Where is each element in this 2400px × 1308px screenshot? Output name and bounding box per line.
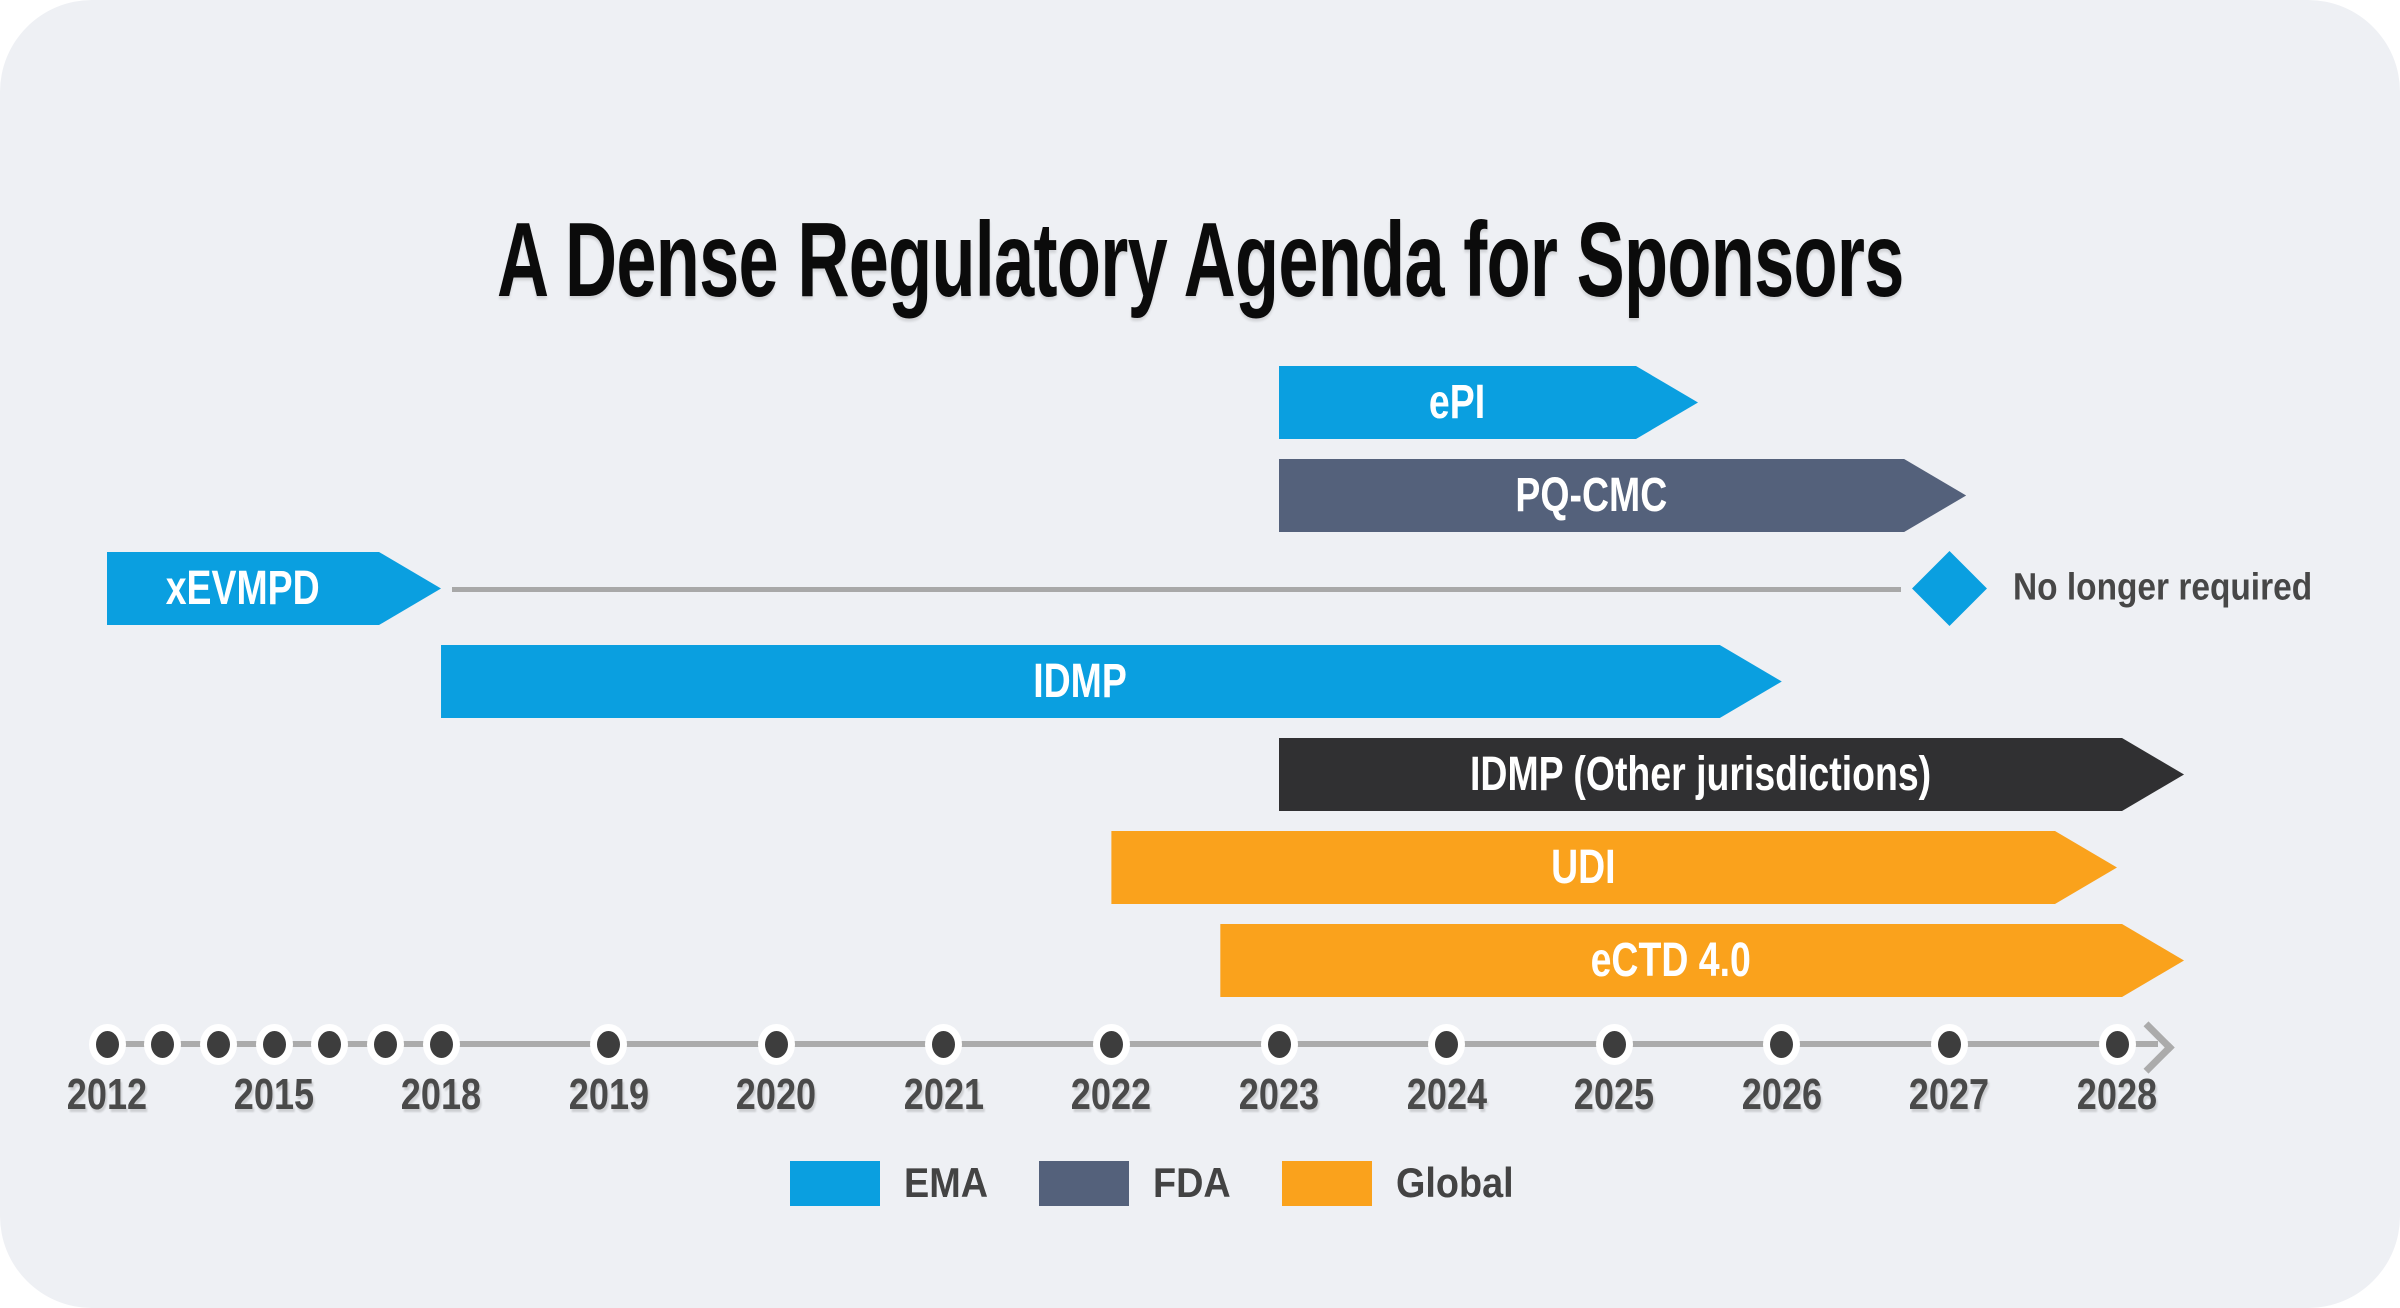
axis-year-text-2022: 2022 xyxy=(1071,1070,1152,1119)
no-longer-required-note: No longer required xyxy=(2013,566,2353,609)
timeline-bar-ectd-40: eCTD 4.0 xyxy=(1220,924,2184,997)
bar-label-epi: ePI xyxy=(1429,376,1486,429)
axis-year-label-2015: 2015 xyxy=(194,1070,354,1120)
bar-label-pq-cmc: PQ-CMC xyxy=(1515,469,1668,522)
axis-year-text-2023: 2023 xyxy=(1238,1070,1320,1119)
axis-dot-2013 xyxy=(144,1023,182,1065)
axis-year-label-2018: 2018 xyxy=(361,1070,521,1120)
bar-label-idmp-other: IDMP (Other jurisdictions) xyxy=(1469,748,1932,801)
axis-year-label-2027: 2027 xyxy=(1869,1070,2029,1120)
axis-dot-2026 xyxy=(1763,1023,1801,1065)
timeline-bar-pq-cmc: PQ-CMC xyxy=(1279,459,1966,532)
diamond-marker xyxy=(1911,551,1987,626)
legend-label-fda: FDA xyxy=(1153,1159,1232,1206)
axis-year-text-2024: 2024 xyxy=(1406,1070,1487,1119)
axis-year-text-2027: 2027 xyxy=(1909,1070,1990,1119)
legend: EMA FDA Global xyxy=(790,1159,1526,1207)
axis-dot-2023 xyxy=(1260,1023,1298,1065)
axis-year-label-2024: 2024 xyxy=(1367,1070,1527,1120)
axis-dot-2018 xyxy=(422,1023,460,1065)
timeline-bar-xevmpd: xEVMPD xyxy=(107,552,441,625)
axis-year-text-2015: 2015 xyxy=(233,1070,315,1119)
axis-year-label-2025: 2025 xyxy=(1534,1070,1694,1120)
no-longer-required-connector xyxy=(452,586,1902,592)
axis-dot-2015 xyxy=(255,1023,293,1065)
axis-year-label-2020: 2020 xyxy=(696,1070,856,1120)
bar-label-xevmpd: xEVMPD xyxy=(166,562,320,615)
axis-dot-2022 xyxy=(1092,1023,1130,1065)
axis-year-text-2026: 2026 xyxy=(1741,1070,1822,1119)
legend-swatch-fda xyxy=(1039,1160,1130,1206)
axis-dot-2019 xyxy=(590,1023,628,1065)
axis-year-text-2012: 2012 xyxy=(66,1070,148,1119)
axis-year-label-2028: 2028 xyxy=(2037,1070,2197,1120)
axis-dot-2016 xyxy=(311,1023,349,1065)
legend-item-fda: FDA xyxy=(1039,1159,1239,1207)
axis-dot-2024 xyxy=(1428,1023,1466,1065)
chart-title: A Dense Regulatory Agenda for Sponsors xyxy=(0,201,2400,320)
axis-dot-2021 xyxy=(925,1023,963,1065)
axis-year-label-2022: 2022 xyxy=(1031,1070,1191,1120)
timeline-bar-udi: UDI xyxy=(1111,831,2117,904)
axis-year-label-2023: 2023 xyxy=(1199,1070,1359,1120)
axis-year-text-2021: 2021 xyxy=(903,1070,984,1119)
axis-year-label-2012: 2012 xyxy=(27,1070,187,1120)
axis-year-text-2025: 2025 xyxy=(1574,1070,1655,1119)
axis-year-text-2028: 2028 xyxy=(2076,1070,2158,1119)
legend-item-global: Global xyxy=(1281,1159,1527,1207)
legend-label-global: Global xyxy=(1395,1159,1514,1206)
timeline-bar-epi: ePI xyxy=(1279,366,1698,439)
axis-dot-2017 xyxy=(366,1023,404,1065)
bar-label-idmp: IDMP xyxy=(1033,655,1128,708)
axis-dot-2014 xyxy=(199,1023,237,1065)
chart-title-text: A Dense Regulatory Agenda for Sponsors xyxy=(496,201,1904,320)
bar-label-ectd-40: eCTD 4.0 xyxy=(1591,934,1752,987)
legend-item-ema: EMA xyxy=(790,1159,997,1207)
legend-swatch-global xyxy=(1281,1160,1372,1206)
timeline-bar-idmp-other: IDMP (Other jurisdictions) xyxy=(1279,738,2184,811)
axis-year-label-2019: 2019 xyxy=(529,1070,689,1120)
axis-dot-2027 xyxy=(1930,1023,1968,1065)
axis-year-label-2021: 2021 xyxy=(864,1070,1024,1120)
axis-dot-2012 xyxy=(88,1023,126,1065)
axis-year-text-2020: 2020 xyxy=(736,1070,817,1119)
axis-dot-2020 xyxy=(757,1023,795,1065)
timeline-bar-idmp: IDMP xyxy=(441,645,1782,718)
axis-year-label-2026: 2026 xyxy=(1702,1070,1862,1120)
no-longer-required-text: No longer required xyxy=(2013,566,2313,609)
axis-dot-2025 xyxy=(1595,1023,1633,1065)
axis-year-text-2019: 2019 xyxy=(568,1070,649,1119)
axis-year-text-2018: 2018 xyxy=(400,1070,482,1119)
legend-label-ema: EMA xyxy=(904,1159,989,1206)
legend-swatch-ema xyxy=(790,1160,880,1206)
bar-label-udi: UDI xyxy=(1550,841,1616,894)
axis-dot-2028 xyxy=(2098,1023,2136,1065)
